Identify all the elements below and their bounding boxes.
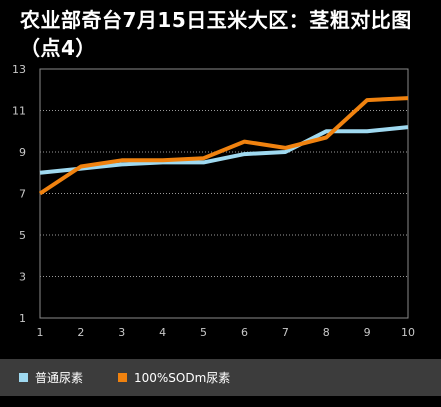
x-tick-label-8: 8 (323, 326, 330, 339)
y-tick-label-1: 1 (19, 312, 26, 325)
y-tick-label-13: 13 (12, 63, 26, 76)
y-tick-label-5: 5 (19, 229, 26, 242)
y-tick-label-7: 7 (19, 188, 26, 201)
y-tick-label-3: 3 (19, 271, 26, 284)
grid-layer (40, 110, 408, 277)
x-tick-label-1: 1 (37, 326, 44, 339)
x-tick-label-5: 5 (200, 326, 207, 339)
legend-swatch-series-2 (118, 372, 127, 382)
x-tick-label-7: 7 (282, 326, 289, 339)
chart-legend: 普通尿素 100%SODm尿素 (0, 359, 441, 396)
legend-item-series-2: 100%SODm尿素 (118, 369, 230, 385)
legend-item-series-1: 普通尿素 (19, 369, 83, 385)
chart-title: 农业部奇台7月15日玉米大区：茎粗对比图（点4） (20, 8, 412, 60)
series-layer (38, 96, 409, 196)
legend-label-series-1: 普通尿素 (35, 370, 84, 385)
y-tick-label-11: 11 (12, 105, 26, 118)
legend-label-series-2: 100%SODm尿素 (134, 370, 231, 385)
y-tick-label-9: 9 (19, 146, 26, 159)
x-tick-label-9: 9 (364, 326, 371, 339)
x-tick-label-6: 6 (241, 326, 248, 339)
series-line-1 (39, 125, 409, 175)
legend-swatch-series-1 (19, 372, 28, 382)
x-tick-label-2: 2 (77, 326, 84, 339)
x-tick-label-10: 10 (401, 326, 415, 339)
x-tick-label-3: 3 (118, 326, 125, 339)
series-line-2 (38, 96, 409, 196)
x-tick-label-4: 4 (159, 326, 166, 339)
